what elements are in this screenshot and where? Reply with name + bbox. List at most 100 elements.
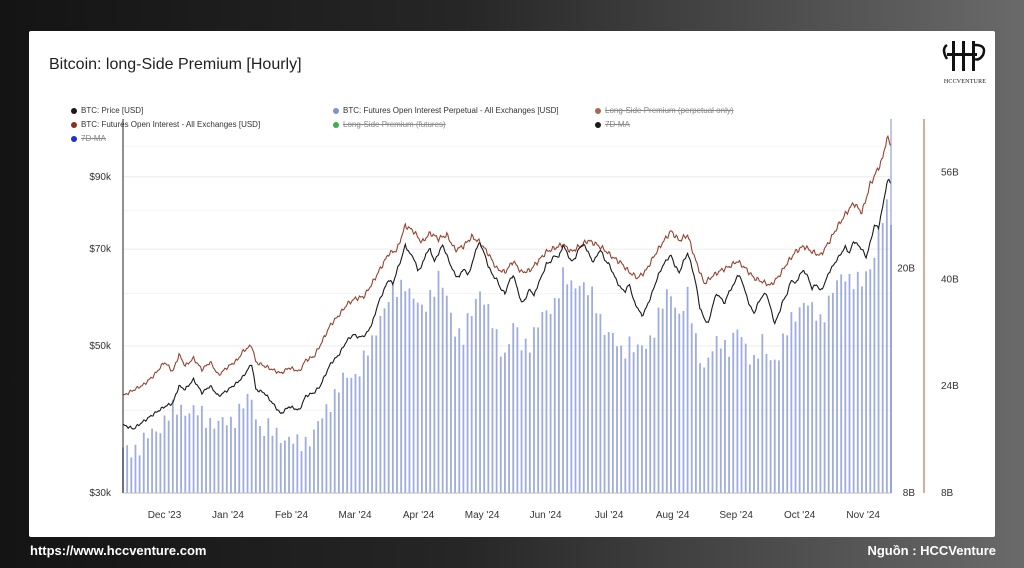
oi-bar — [877, 228, 880, 493]
oi-bar — [740, 337, 743, 493]
oi-bar — [533, 327, 535, 493]
oi-bar — [653, 337, 656, 493]
oi-bar — [425, 311, 427, 493]
oi-bar — [881, 223, 884, 493]
oi-bar — [578, 285, 581, 493]
oi-bar — [574, 288, 577, 493]
y-left-tick-label: $50k — [89, 341, 112, 352]
oi-bar — [383, 308, 386, 493]
oi-bar — [396, 296, 398, 493]
legend-dot-icon — [595, 121, 601, 128]
legend-label: BTC: Futures Open Interest Perpetual - A… — [343, 106, 559, 115]
oi-bar — [761, 334, 764, 493]
source-credit: Nguồn : HCCVenture — [867, 543, 996, 558]
oi-bar — [636, 344, 639, 493]
legend-label: BTC: Futures Open Interest - All Exchang… — [81, 120, 261, 129]
oi-bar — [487, 303, 490, 493]
legend-dot-icon — [71, 107, 77, 114]
oi-bar — [213, 428, 216, 493]
oi-bar — [707, 357, 710, 493]
oi-bar — [711, 351, 714, 493]
legend-item[interactable]: Long-Side Premium (perpetual only) — [595, 106, 734, 115]
oi-bar — [134, 444, 137, 493]
y-right-inner-tick-label: 20B — [897, 264, 915, 275]
oi-bar — [736, 329, 739, 493]
legend-item[interactable]: BTC: Price [USD] — [71, 106, 143, 115]
oi-bar — [557, 298, 560, 493]
logo-wordmark: HCCVENTURE — [943, 79, 987, 85]
oi-bar — [196, 415, 199, 493]
oi-bar — [778, 360, 780, 493]
oi-bar — [516, 327, 519, 493]
oi-bar — [499, 356, 502, 493]
oi-bar — [180, 404, 183, 493]
oi-bar — [528, 352, 531, 493]
oi-bar — [807, 305, 809, 493]
oi-bar — [379, 315, 382, 493]
oi-bar — [861, 286, 863, 493]
oi-bar — [126, 445, 129, 493]
logo-mark-icon — [942, 41, 986, 71]
oi-bar — [753, 354, 755, 493]
oi-bar — [616, 346, 618, 493]
oi-bar — [296, 434, 299, 493]
x-tick-label: Sep '24 — [719, 510, 753, 521]
oi-bar — [549, 313, 552, 493]
oi-bar — [840, 274, 843, 493]
oi-bar — [694, 333, 697, 493]
oi-bar — [641, 345, 643, 493]
oi-bar — [699, 363, 701, 493]
oi-bar — [479, 291, 481, 493]
oi-bar — [337, 392, 340, 493]
x-tick-label: Jul '24 — [595, 510, 624, 521]
legend-item[interactable]: BTC: Futures Open Interest Perpetual - A… — [333, 106, 559, 115]
website-link[interactable]: https://www.hccventure.com — [30, 543, 207, 558]
oi-bar — [437, 270, 440, 493]
oi-bar — [441, 287, 444, 493]
oi-bar — [491, 328, 494, 493]
oi-bar — [329, 411, 332, 493]
x-tick-label: Oct '24 — [784, 510, 816, 521]
oi-bar — [350, 377, 353, 493]
oi-bar — [620, 345, 623, 493]
oi-bar — [275, 427, 278, 493]
legend-item[interactable]: BTC: Futures Open Interest - All Exchang… — [71, 120, 260, 129]
legend-item[interactable]: 7D-MA — [595, 120, 630, 129]
oi-bar — [458, 328, 461, 493]
oi-bar — [354, 374, 357, 493]
oi-bar — [259, 426, 261, 493]
legend-label: BTC: Price [USD] — [81, 106, 144, 115]
oi-bar — [151, 428, 153, 493]
oi-bar — [313, 429, 315, 493]
oi-bar — [184, 415, 187, 493]
oi-bar — [885, 199, 888, 493]
legend-label: 7D-MA — [605, 120, 630, 129]
oi-bar — [724, 339, 726, 493]
oi-bar — [371, 335, 373, 493]
oi-bar — [375, 335, 378, 493]
oi-bar — [819, 314, 822, 493]
oi-bar — [429, 290, 432, 493]
oi-bar — [462, 344, 465, 493]
y-left-tick-label: $30k — [89, 488, 112, 499]
oi-bar — [433, 296, 436, 493]
oi-bar — [230, 416, 232, 493]
oi-bar — [815, 320, 818, 493]
x-tick-label: Jan '24 — [212, 510, 244, 521]
oi-bar — [147, 438, 149, 493]
oi-bar — [823, 322, 826, 493]
x-tick-label: Apr '24 — [403, 510, 435, 521]
legend-item[interactable]: 7D-MA — [71, 134, 106, 143]
oi-bar — [719, 348, 722, 493]
oi-bar — [483, 304, 486, 493]
x-tick-label: Aug '24 — [656, 510, 690, 521]
oi-bar — [591, 286, 594, 493]
oi-bar — [284, 440, 286, 493]
x-tick-label: Dec '23 — [148, 510, 182, 521]
oi-bar — [524, 338, 527, 493]
legend-item[interactable]: Long-Side Premium (futures) — [333, 120, 446, 129]
y-left-tick-label: $90k — [89, 172, 112, 183]
oi-bar — [221, 417, 224, 493]
oi-bar — [420, 304, 423, 493]
y-right-outer-tick-label: 8B — [941, 488, 954, 499]
